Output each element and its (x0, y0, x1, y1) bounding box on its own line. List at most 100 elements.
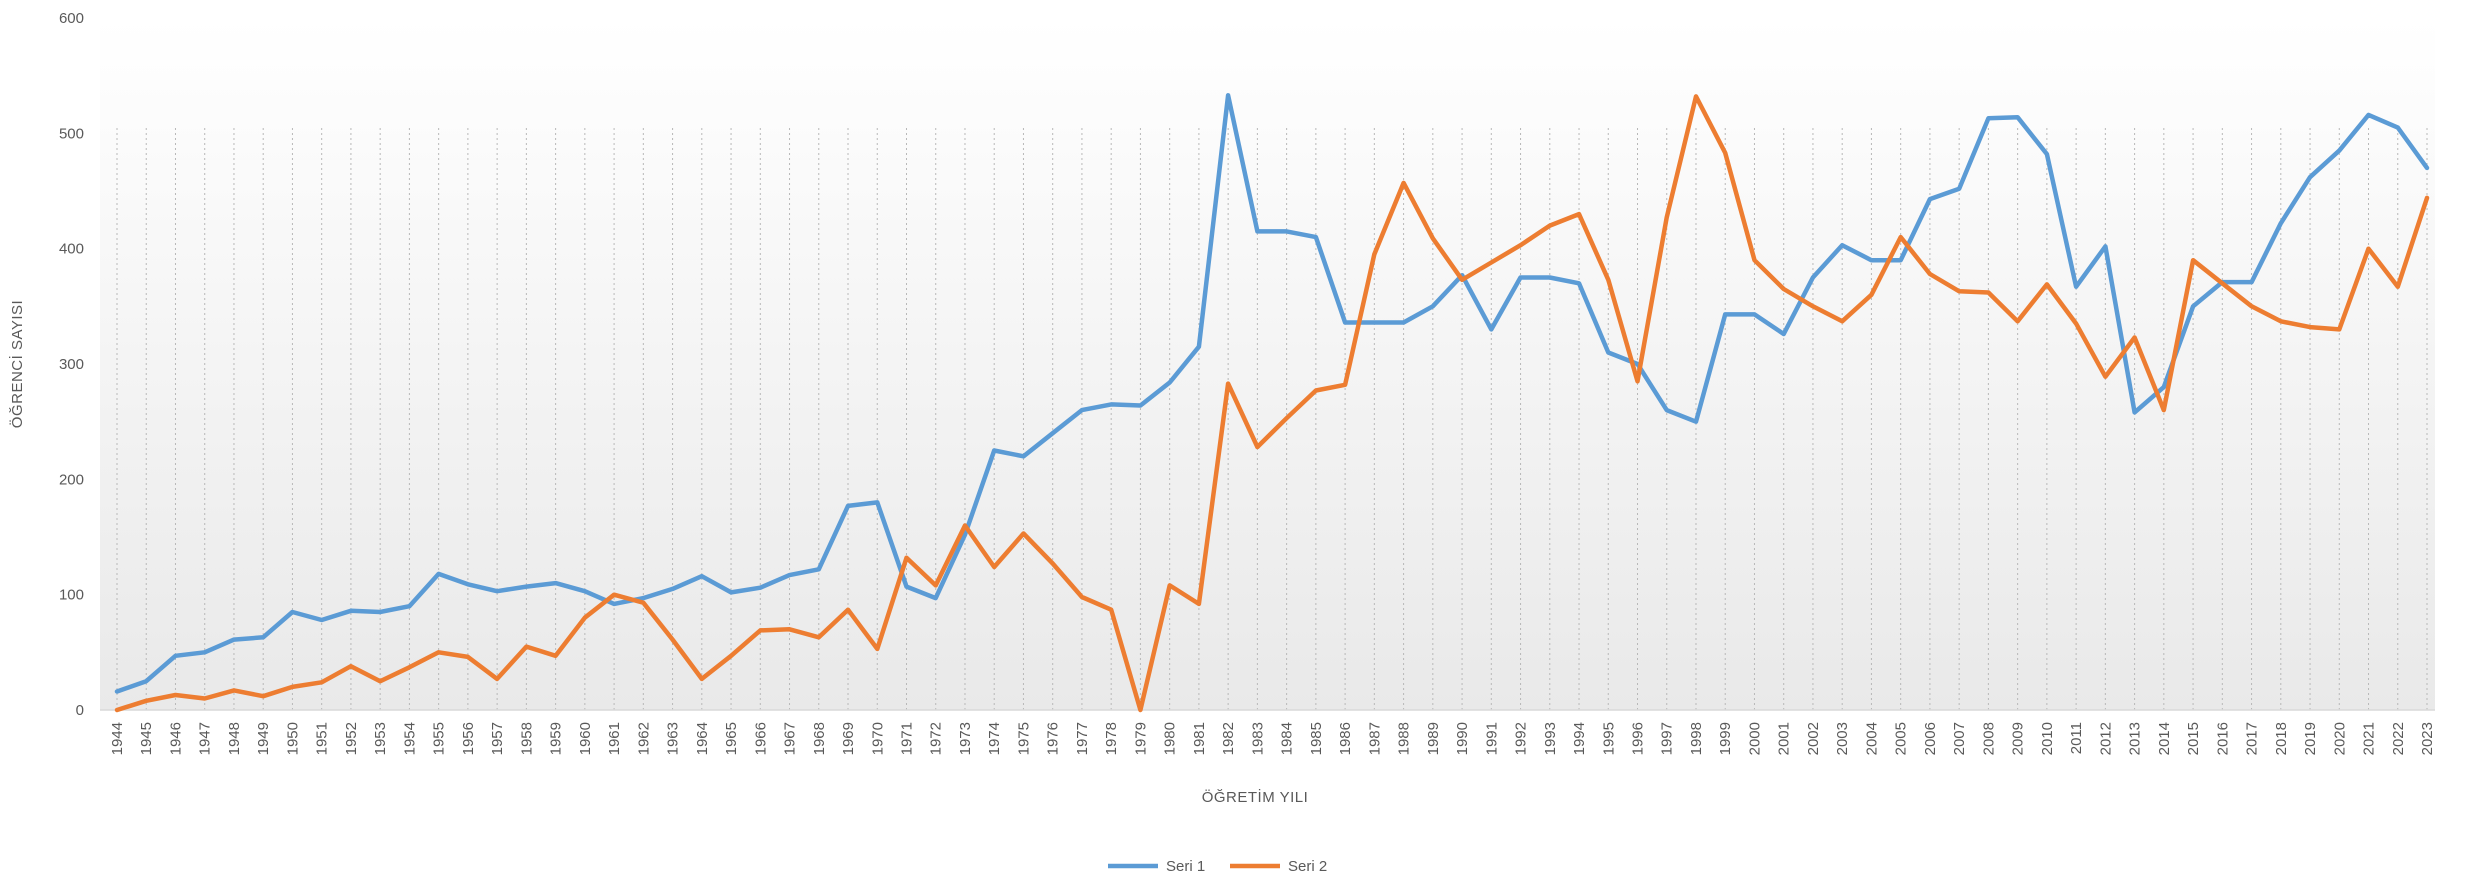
data-point (1986, 290, 1990, 294)
data-point (2074, 322, 2078, 326)
data-point (1869, 293, 1873, 297)
data-point (2337, 149, 2341, 153)
x-tick-label: 2017 (2244, 722, 2261, 755)
data-point (1431, 236, 1435, 240)
data-point (1372, 320, 1376, 324)
plot-area (100, 18, 2435, 710)
legend-label-seri-1: Seri 1 (1166, 858, 1205, 875)
data-point (2016, 115, 2020, 119)
data-point (290, 610, 294, 614)
x-tick-label: 1993 (1542, 722, 1559, 755)
data-point (1255, 229, 1259, 233)
data-point (1519, 276, 1523, 279)
data-point (2103, 244, 2107, 248)
data-point (1021, 532, 1025, 536)
x-tick-label: 1991 (1483, 722, 1500, 755)
data-point (2250, 304, 2254, 308)
series-lines (114, 93, 2430, 713)
data-point (788, 573, 792, 577)
data-point (1957, 289, 1961, 293)
data-point (1986, 116, 1990, 120)
x-tick-label: 2010 (2039, 722, 2056, 755)
x-tick-label: 1981 (1191, 722, 1208, 755)
data-point (437, 650, 441, 654)
data-point (173, 654, 177, 658)
x-tick-label: 1995 (1600, 722, 1617, 755)
data-point (232, 638, 236, 642)
x-tick-label: 2020 (2331, 722, 2348, 755)
x-tick-label: 2002 (1805, 722, 1822, 755)
x-tick-label: 1965 (723, 722, 740, 755)
data-point (1694, 420, 1698, 424)
x-tick-label: 2011 (2068, 722, 2085, 754)
x-tick-label: 1986 (1337, 722, 1354, 755)
x-tick-label: 1957 (489, 722, 506, 755)
x-tick-label: 1969 (840, 722, 857, 755)
data-point (1285, 416, 1289, 420)
x-tick-label: 1976 (1045, 722, 1062, 755)
data-point (1782, 287, 1786, 291)
data-point (349, 664, 353, 668)
data-point (1372, 252, 1376, 256)
data-point (992, 565, 996, 569)
data-point (1548, 276, 1552, 279)
legend-label-seri-2: Seri 2 (1288, 858, 1327, 875)
data-point (641, 601, 645, 605)
data-point (1489, 327, 1493, 331)
data-point (1869, 258, 1873, 262)
x-tick-label: 1955 (431, 722, 448, 755)
series-line-2 (114, 94, 2430, 713)
x-tick-label: 1961 (606, 722, 623, 755)
data-point (2425, 166, 2429, 170)
x-tick-label: 2015 (2185, 722, 2202, 755)
x-tick-label: 1978 (1103, 722, 1120, 755)
data-point (2220, 281, 2224, 285)
x-axis-ticks: 1944 1945 1946 1947 1948 1949 1950 1951 1952 1953… (109, 722, 2436, 755)
data-point (992, 449, 996, 452)
x-tick-label: 2013 (2127, 722, 2144, 755)
data-point (1606, 350, 1610, 354)
data-point (466, 582, 470, 586)
data-point (2162, 385, 2166, 389)
series-1 (114, 93, 2430, 694)
data-point (1080, 595, 1084, 599)
data-point (2133, 410, 2137, 414)
data-point (1752, 258, 1756, 262)
data-point (1402, 320, 1406, 324)
data-point (407, 665, 411, 669)
x-tick-label: 1966 (752, 722, 769, 755)
data-point (1577, 212, 1581, 216)
data-point (729, 654, 733, 658)
x-tick-label: 1951 (314, 722, 331, 755)
x-tick-label: 2014 (2156, 722, 2173, 755)
data-point (1899, 235, 1903, 239)
data-point (203, 650, 207, 654)
y-tick-label: 300 (59, 356, 84, 373)
x-tick-label: 1949 (255, 722, 272, 755)
data-point (2367, 113, 2371, 117)
data-point (1928, 197, 1932, 201)
data-point (934, 583, 938, 587)
data-point (1489, 261, 1493, 265)
data-point (1314, 389, 1318, 393)
data-point (1519, 243, 1523, 247)
series-2 (114, 94, 2430, 713)
data-point (934, 596, 938, 600)
x-tick-label: 1964 (694, 722, 711, 755)
x-tick-label: 1950 (284, 722, 301, 755)
data-point (2133, 335, 2137, 339)
data-point (1168, 380, 1172, 384)
data-point (758, 586, 762, 590)
data-point (261, 635, 265, 639)
data-point (2367, 247, 2371, 251)
data-point (2279, 319, 2283, 323)
data-point (554, 654, 558, 658)
x-tick-label: 2012 (2097, 722, 2114, 755)
x-tick-label: 2001 (1776, 722, 1793, 755)
data-point (261, 694, 265, 698)
data-point (2308, 175, 2312, 179)
data-point (963, 523, 967, 527)
data-point (2045, 282, 2049, 286)
data-point (817, 567, 821, 571)
